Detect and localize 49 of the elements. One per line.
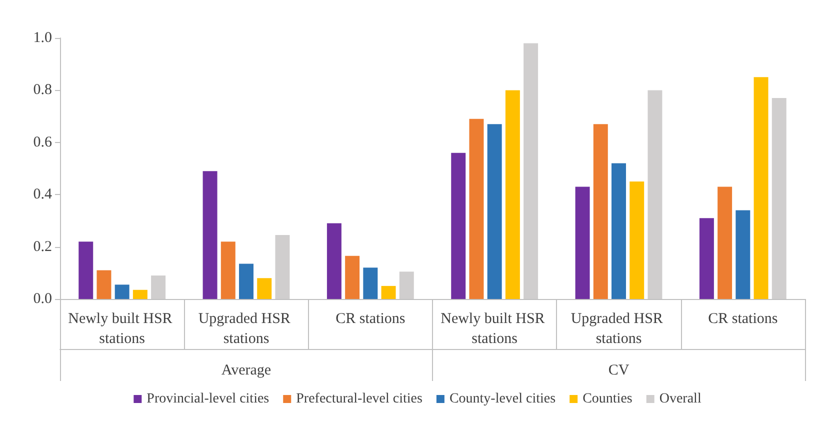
- legend-label: Overall: [659, 392, 702, 406]
- y-tick-label: 0.4: [33, 186, 52, 203]
- bar: [524, 43, 538, 299]
- bar: [96, 270, 112, 299]
- legend-label: County-level cities: [449, 392, 556, 406]
- bar: [612, 163, 626, 299]
- bar: [648, 90, 662, 299]
- x-tick-label: CR stations: [708, 311, 778, 327]
- bar: [363, 268, 378, 299]
- bar: [451, 152, 466, 299]
- bar: [202, 171, 218, 299]
- bar: [257, 278, 272, 299]
- bar: [772, 98, 786, 299]
- bar: [736, 210, 750, 299]
- legend-label: Counties: [582, 392, 632, 406]
- y-tick-label: 0.6: [33, 134, 52, 150]
- bar: [399, 272, 414, 299]
- bar: [220, 242, 236, 299]
- y-tick-label: 0.2: [33, 238, 52, 255]
- bar: [345, 256, 360, 299]
- legend-label: Provincial-level cities: [146, 392, 270, 406]
- bar: [699, 218, 714, 299]
- x-tick-label: Upgraded HSR stations: [570, 311, 667, 347]
- bar: [718, 186, 732, 299]
- bar: [132, 290, 148, 299]
- bar: [630, 182, 644, 299]
- bar: [114, 284, 130, 299]
- bar: [505, 90, 520, 299]
- y-tick-label: 0.8: [33, 82, 52, 98]
- x-tick-label: Newly built HSR stations: [440, 311, 549, 347]
- bar: [575, 186, 590, 299]
- bar: [239, 264, 254, 299]
- bar: [151, 276, 166, 299]
- y-tick-label: 1.0: [33, 30, 52, 46]
- bar: [593, 124, 608, 299]
- bar: [469, 118, 484, 299]
- bar: [754, 77, 768, 299]
- bar: [275, 235, 290, 299]
- y-tick-label: 0.0: [33, 291, 52, 307]
- bar: [326, 223, 342, 299]
- x-tick-label: Newly built HSR stations: [68, 311, 176, 347]
- bar: [381, 286, 396, 299]
- text: Average: [221, 362, 272, 378]
- x-tick-label: Upgraded HSR stations: [198, 311, 294, 347]
- bar: [78, 242, 94, 299]
- text: CV: [608, 362, 630, 378]
- bar: [487, 124, 502, 299]
- legend-label: Prefectural-level cities: [296, 392, 422, 406]
- x-tick-label: CR stations: [336, 311, 406, 327]
